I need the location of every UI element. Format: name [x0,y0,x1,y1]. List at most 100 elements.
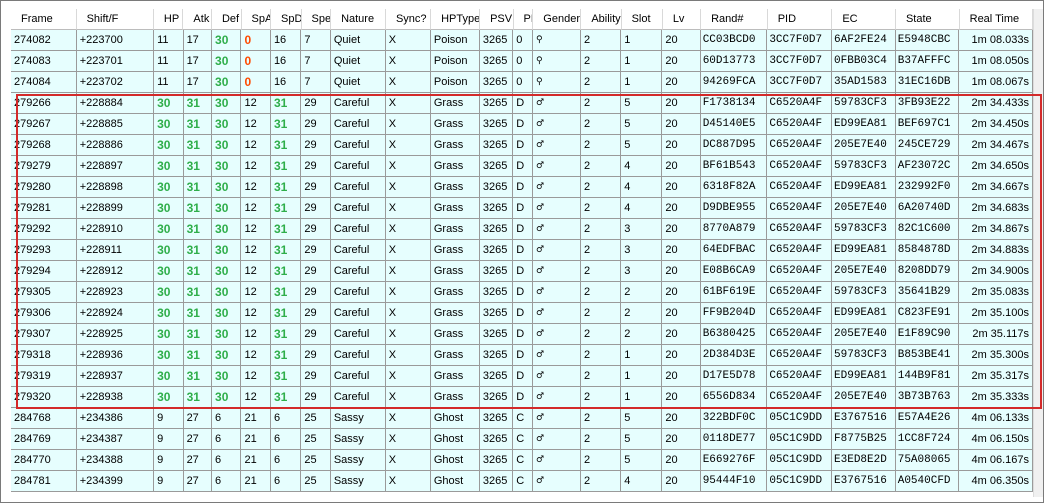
cell-frame: 279306 [11,303,77,324]
cell-time: 2m 34.900s [959,261,1033,282]
cell-spe: 29 [301,261,331,282]
cell-time: 2m 35.100s [959,303,1033,324]
column-header-rand[interactable]: Rand# [701,9,768,30]
table-row[interactable]: 284768 +234386 9 27 6 21 6 25 Sassy X Ghost 3265 C ♂ 2… [11,408,1033,429]
cell-slot: 3 [621,219,663,240]
column-header-sync[interactable]: Sync? [385,9,432,30]
cell-rand: D45140E5 [700,114,768,135]
table-row[interactable]: 274083 +223701 11 17 30 0 16 7 Quiet X Poison 3265 0… [11,51,1033,72]
male-icon: ♂ [532,303,581,324]
column-header-atk[interactable]: Atk [183,9,212,30]
table-row[interactable]: 279280 +228898 30 31 30 12 31 29 Careful X Grass 32… [11,177,1033,198]
cell-slot: 4 [621,198,663,219]
genderless-icon: ⚲ [532,30,581,51]
cell-sync: X [385,30,431,51]
column-header-pf[interactable]: PF [513,9,534,30]
table-row[interactable]: 279305 +228923 30 31 30 12 31 29 Careful X Grass 32… [11,282,1033,303]
cell-sync: X [385,198,431,219]
cell-lv: 20 [662,219,701,240]
cell-sync: X [385,156,431,177]
cell-ec: 59783CF3 [832,282,896,303]
cell-ec: 59783CF3 [832,345,896,366]
table-row[interactable]: 279267 +228885 30 31 30 12 31 29 Careful X Grass 32… [11,114,1033,135]
column-header-psv[interactable]: PSV [480,9,514,30]
cell-pid: C6520A4F [767,240,833,261]
cell-hptype: Grass [430,114,480,135]
cell-sync: X [385,450,431,471]
cell-pid: C6520A4F [767,366,833,387]
table-row[interactable]: 284769 +234387 9 27 6 21 6 25 Sassy X Ghost 3265 C ♂ 2… [11,429,1033,450]
cell-hptype: Grass [430,345,480,366]
table-row[interactable]: 279279 +228897 30 31 30 12 31 29 Careful X Grass 32… [11,156,1033,177]
column-header-state[interactable]: State [895,9,960,30]
cell-ec: F8775B25 [832,429,896,450]
cell-state: 6A20740D [895,198,960,219]
cell-hp: 30 [154,240,184,261]
cell-atk: 31 [183,198,213,219]
cell-spe: 29 [301,114,331,135]
cell-hptype: Ghost [430,408,480,429]
cell-ec: ED99EA81 [832,366,896,387]
cell-def: 6 [212,408,242,429]
cell-frame: 284781 [11,471,77,492]
column-header-pid[interactable]: PID [767,9,833,30]
column-header-gender[interactable]: Gender [533,9,582,30]
column-header-slot[interactable]: Slot [621,9,663,30]
cell-frame: 279305 [11,282,77,303]
vertical-scrollbar[interactable] [1033,9,1043,497]
cell-state: E5948CBC [895,30,960,51]
cell-def: 30 [212,324,242,345]
table-row[interactable]: 274084 +223702 11 17 30 0 16 7 Quiet X Poison 3265 0… [11,72,1033,93]
column-header-frame[interactable]: Frame [11,9,77,30]
column-header-time[interactable]: Real Time [959,9,1034,30]
table-row[interactable]: 279294 +228912 30 31 30 12 31 29 Careful X Grass 32… [11,261,1033,282]
column-header-ec[interactable]: EC [832,9,896,30]
column-header-def[interactable]: Def [211,9,242,30]
cell-sync: X [385,366,431,387]
cell-hp: 30 [154,387,184,408]
column-header-shift[interactable]: Shift/F [76,9,154,30]
column-header-spd[interactable]: SpD [271,9,302,30]
table-row[interactable]: 279281 +228899 30 31 30 12 31 29 Careful X Grass 32… [11,198,1033,219]
cell-nature: Careful [330,114,386,135]
table-row[interactable]: 274082 +223700 11 17 30 0 16 7 Quiet X Poison 3265 0… [11,30,1033,51]
cell-spd: 31 [270,282,302,303]
cell-nature: Quiet [330,30,386,51]
table-row[interactable]: 279306 +228924 30 31 30 12 31 29 Careful X Grass 32… [11,303,1033,324]
cell-sync: X [385,93,431,114]
column-header-hp[interactable]: HP [153,9,184,30]
cell-ability: 2 [581,471,622,492]
cell-ec: ED99EA81 [832,114,896,135]
cell-spe: 29 [301,177,331,198]
table-row[interactable]: 279268 +228886 30 31 30 12 31 29 Careful X Grass 32… [11,135,1033,156]
table-row[interactable]: 279320 +228938 30 31 30 12 31 29 Careful X Grass 32… [11,387,1033,408]
table-row[interactable]: 279319 +228937 30 31 30 12 31 29 Careful X Grass 32… [11,366,1033,387]
cell-time: 2m 34.433s [959,93,1033,114]
column-header-row: Frame Shift/F HP Atk Def SpA SpD Spe Nature Sync?… [11,9,1034,30]
results-table[interactable]: Frame Shift/F HP Atk Def SpA SpD Spe Nature Sync?… [11,9,1034,492]
male-icon: ♂ [532,135,581,156]
table-row[interactable]: 284770 +234388 9 27 6 21 6 25 Sassy X Ghost 3265 C ♂ 2… [11,450,1033,471]
column-header-spa[interactable]: SpA [241,9,272,30]
cell-pid: C6520A4F [767,282,833,303]
cell-slot: 4 [621,471,663,492]
cell-spd: 16 [270,51,302,72]
table-row[interactable]: 279318 +228936 30 31 30 12 31 29 Careful X Grass 32… [11,345,1033,366]
cell-spa: 12 [241,93,271,114]
cell-rand: 2D384D3E [700,345,768,366]
table-row[interactable]: 279292 +228910 30 31 30 12 31 29 Careful X Grass 32… [11,219,1033,240]
table-row[interactable]: 279266 +228884 30 31 30 12 31 29 Careful X Grass 32… [11,93,1033,114]
table-row[interactable]: 279293 +228911 30 31 30 12 31 29 Careful X Grass 32… [11,240,1033,261]
column-header-nature[interactable]: Nature [331,9,386,30]
column-header-ability[interactable]: Ability [581,9,622,30]
table-row[interactable]: 279307 +228925 30 31 30 12 31 29 Careful X Grass 32… [11,324,1033,345]
cell-ec: 35AD1583 [832,72,896,93]
table-row[interactable]: 284781 +234399 9 27 6 21 6 25 Sassy X Ghost 3265 C ♂ 2… [11,471,1033,492]
cell-atk: 31 [183,219,213,240]
cell-spa: 12 [241,261,271,282]
column-header-lv[interactable]: Lv [662,9,702,30]
column-header-spe[interactable]: Spe [301,9,332,30]
cell-time: 1m 08.033s [959,30,1033,51]
column-header-hptype[interactable]: HPType [431,9,481,30]
